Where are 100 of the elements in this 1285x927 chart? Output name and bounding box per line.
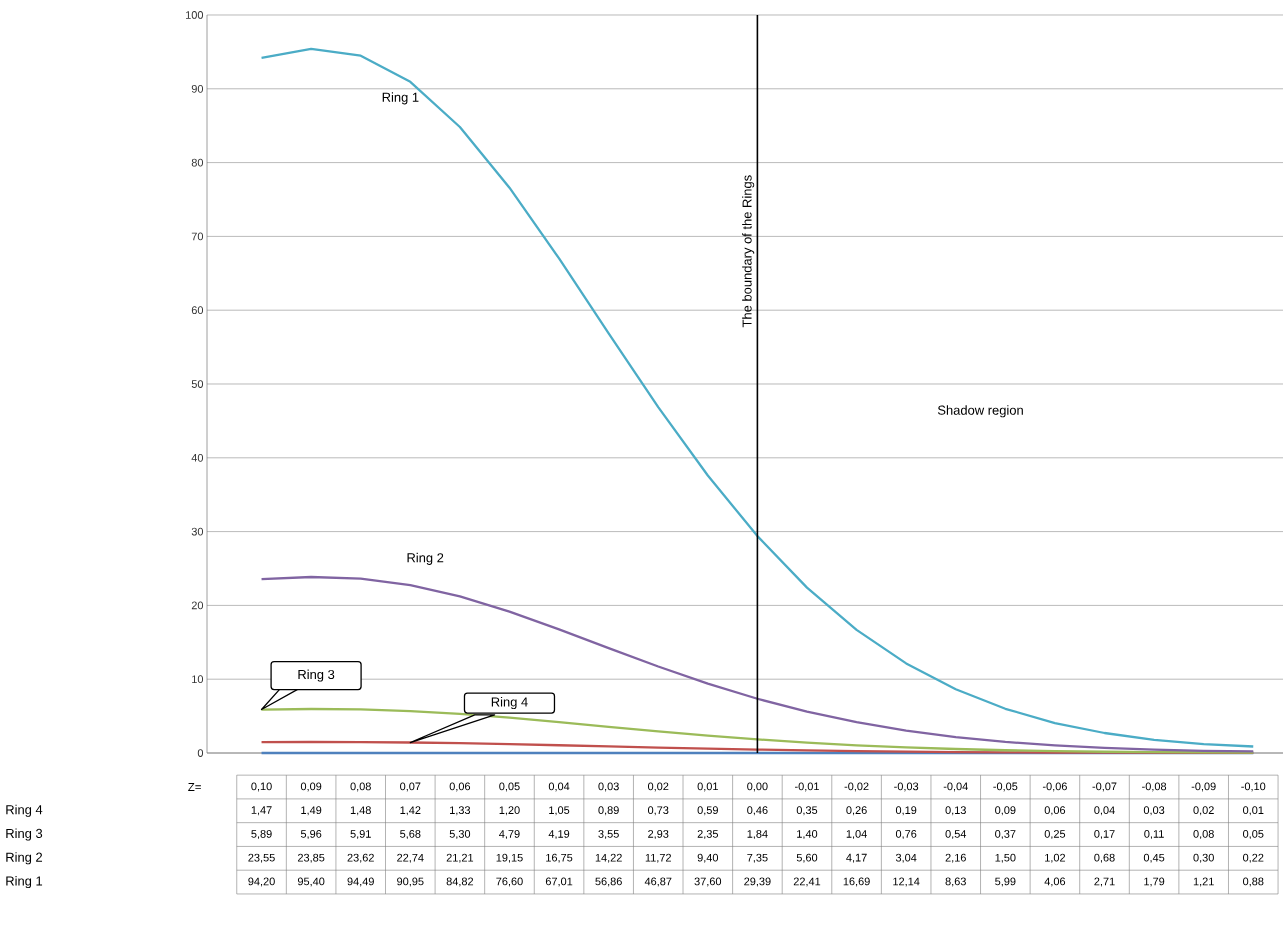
text: Ring 1 bbox=[6, 876, 43, 889]
data-label: 56,86 bbox=[595, 877, 622, 887]
data-label: 0,89 bbox=[598, 806, 619, 816]
data-label: 0,88 bbox=[1243, 877, 1264, 887]
y-tick-label: 20 bbox=[191, 601, 204, 610]
data-label: 5,91 bbox=[350, 830, 371, 840]
y-tick-label: 30 bbox=[191, 527, 204, 536]
data-label: 37,60 bbox=[694, 877, 722, 887]
data-label: 1,05 bbox=[549, 806, 570, 816]
data-label: 2,35 bbox=[697, 830, 719, 840]
line-series bbox=[260, 575, 1255, 753]
y-tick-label: 50 bbox=[191, 380, 204, 388]
data-label: 0,08 bbox=[1193, 830, 1214, 840]
x-tick-label: -0,03 bbox=[894, 782, 919, 792]
x-tick-label: -0,10 bbox=[1241, 782, 1266, 792]
data-label: 0,11 bbox=[1144, 830, 1164, 840]
data-label: 4,17 bbox=[846, 853, 867, 863]
data-label: 5,68 bbox=[400, 830, 421, 840]
series-label: Ring 2 bbox=[407, 552, 444, 565]
data-label: 0,06 bbox=[1044, 806, 1066, 816]
data-label: 3,04 bbox=[895, 853, 917, 863]
y-tick-label: 10 bbox=[192, 675, 204, 684]
data-label: 2,71 bbox=[1094, 877, 1115, 887]
data-label: 1,49 bbox=[301, 806, 322, 816]
data-label: 14,22 bbox=[595, 853, 622, 863]
data-label: 0,35 bbox=[796, 806, 818, 816]
data-label: 0,01 bbox=[1243, 806, 1264, 816]
data-label: 5,30 bbox=[449, 830, 471, 840]
data-label: 1,42 bbox=[400, 806, 421, 816]
data-label: 5,99 bbox=[995, 877, 1016, 887]
data-label: 22,41 bbox=[793, 877, 821, 887]
x-tick-label: -0,05 bbox=[993, 782, 1018, 792]
data-label: 1,33 bbox=[450, 806, 471, 816]
data-label: 23,62 bbox=[347, 853, 374, 863]
data-label: 0,03 bbox=[1143, 806, 1165, 816]
y-tick-label: 0 bbox=[197, 749, 204, 757]
x-tick-label: 0,09 bbox=[300, 782, 322, 792]
x-tick-label: 0,02 bbox=[647, 782, 669, 792]
data-label: 90,95 bbox=[397, 877, 424, 887]
y-tick-label: 90 bbox=[191, 84, 204, 93]
data-label: 0,73 bbox=[647, 806, 669, 816]
data-label: 2,93 bbox=[648, 830, 669, 840]
y-tick-label: 70 bbox=[191, 232, 204, 241]
data-label: 76,60 bbox=[496, 877, 523, 887]
data-label: 0,45 bbox=[1143, 853, 1165, 863]
data-label: 1,20 bbox=[499, 806, 520, 816]
data-label: 94,49 bbox=[347, 877, 374, 887]
data-label: 0,46 bbox=[747, 806, 768, 816]
y-tick-label: 100 bbox=[186, 11, 204, 19]
data-label: 0,25 bbox=[1044, 830, 1066, 840]
data-label: 4,19 bbox=[548, 830, 570, 840]
data-label: 12,14 bbox=[893, 877, 920, 887]
x-axis-title: Z= bbox=[188, 783, 201, 791]
data-label: 0,76 bbox=[895, 830, 917, 840]
data-label: 0,30 bbox=[1193, 853, 1214, 863]
data-label: 1,02 bbox=[1045, 853, 1066, 863]
data-label: 1,48 bbox=[350, 806, 371, 816]
data-label: 5,60 bbox=[796, 853, 818, 863]
x-tick-label: 0,03 bbox=[598, 782, 619, 792]
data-label: 46,87 bbox=[644, 877, 672, 887]
data-label: 1,40 bbox=[797, 830, 818, 840]
x-tick-label: -0,07 bbox=[1092, 782, 1117, 792]
data-label: 1,47 bbox=[251, 806, 272, 816]
text: Ring 4 bbox=[6, 804, 43, 817]
data-label: 84,82 bbox=[446, 877, 474, 887]
data-label: 0,19 bbox=[895, 806, 917, 816]
data-label: 0,05 bbox=[1243, 830, 1264, 840]
y-tick-label: 80 bbox=[191, 158, 204, 167]
data-label: 23,55 bbox=[248, 853, 275, 863]
series-label: Ring 1 bbox=[382, 92, 419, 105]
x-tick-label: -0,06 bbox=[1042, 782, 1067, 792]
data-label: 9,40 bbox=[697, 853, 719, 863]
x-tick-label: -0,01 bbox=[794, 782, 819, 792]
x-tick-label: 0,10 bbox=[251, 782, 272, 792]
data-label: 21,21 bbox=[446, 853, 474, 863]
data-label: 1,04 bbox=[846, 830, 867, 840]
annotation: Shadow region bbox=[937, 405, 1023, 418]
data-label: 4,79 bbox=[499, 830, 520, 840]
text: Ring 3 bbox=[298, 669, 335, 682]
data-label: 95,40 bbox=[297, 877, 325, 887]
y-tick-label: 40 bbox=[191, 453, 204, 462]
x-tick-label: 0,06 bbox=[449, 782, 471, 792]
data-label: 0,37 bbox=[995, 830, 1016, 840]
x-tick-label: -0,08 bbox=[1142, 782, 1167, 792]
x-tick-label: 0,00 bbox=[747, 782, 768, 792]
ref-line-label: The boundary of the Rings bbox=[742, 175, 755, 328]
line-series bbox=[260, 47, 1255, 748]
y-tick-label: 60 bbox=[191, 306, 204, 315]
data-label: 0,02 bbox=[1193, 806, 1214, 816]
data-label: 23,85 bbox=[297, 853, 325, 863]
data-label: 0,04 bbox=[1094, 806, 1115, 816]
data-label: 22,74 bbox=[397, 853, 424, 863]
data-label: 0,59 bbox=[697, 806, 718, 816]
data-label: 1,21 bbox=[1193, 877, 1214, 887]
x-tick-label: -0,09 bbox=[1191, 782, 1216, 792]
data-label: 5,96 bbox=[300, 830, 322, 840]
data-label: 2,16 bbox=[945, 853, 966, 863]
data-label: 8,63 bbox=[945, 877, 966, 887]
data-label: 3,55 bbox=[598, 830, 619, 840]
data-label: 0,22 bbox=[1243, 853, 1264, 863]
